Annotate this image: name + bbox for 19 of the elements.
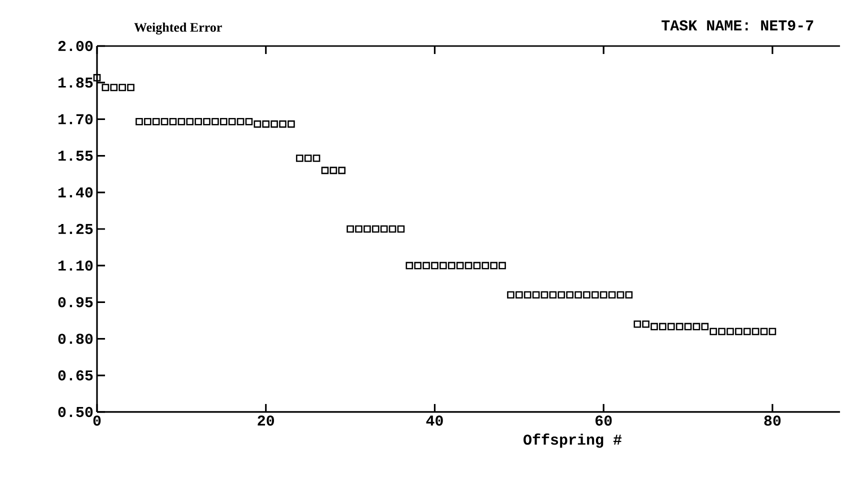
y-tick-label: 1.70 bbox=[58, 114, 93, 124]
x-axis-title: Offspring # bbox=[524, 434, 622, 448]
x-tick-label: 40 bbox=[426, 416, 443, 426]
x-tick-label: 80 bbox=[764, 416, 781, 426]
y-tick-label: 1.40 bbox=[58, 187, 93, 198]
x-tick-label: 20 bbox=[258, 416, 274, 426]
y-tick-label: 2.00 bbox=[58, 40, 93, 52]
y-axis-title: Weighted Error bbox=[134, 22, 222, 34]
y-tick-label: 0.80 bbox=[58, 334, 93, 344]
y-tick-label: 0.50 bbox=[58, 406, 93, 418]
y-tick-label: 1.25 bbox=[58, 224, 93, 234]
chart-title: TASK NAME: NET9-7 bbox=[662, 20, 814, 30]
y-tick-label: 1.10 bbox=[58, 260, 93, 271]
y-tick-label: 1.55 bbox=[58, 150, 93, 161]
x-tick-label: 0 bbox=[93, 416, 101, 426]
y-tick-label: 1.85 bbox=[58, 78, 93, 88]
y-tick-label: 0.95 bbox=[58, 297, 93, 308]
x-tick-label: 60 bbox=[596, 416, 612, 426]
y-tick-label: 0.65 bbox=[58, 370, 93, 380]
